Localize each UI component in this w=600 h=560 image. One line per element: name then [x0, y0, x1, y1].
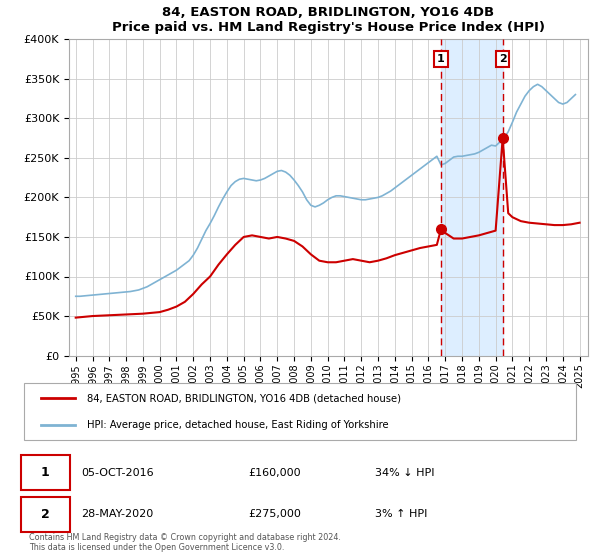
FancyBboxPatch shape: [23, 383, 577, 440]
Title: 84, EASTON ROAD, BRIDLINGTON, YO16 4DB
Price paid vs. HM Land Registry's House P: 84, EASTON ROAD, BRIDLINGTON, YO16 4DB P…: [112, 6, 545, 34]
Text: 3% ↑ HPI: 3% ↑ HPI: [375, 510, 427, 520]
Text: £160,000: £160,000: [248, 468, 301, 478]
Text: 2: 2: [499, 54, 506, 64]
Text: 34% ↓ HPI: 34% ↓ HPI: [375, 468, 434, 478]
Text: 28-MAY-2020: 28-MAY-2020: [81, 510, 154, 520]
FancyBboxPatch shape: [20, 455, 70, 489]
Text: 1: 1: [437, 54, 445, 64]
Text: 1: 1: [41, 466, 50, 479]
Text: Contains HM Land Registry data © Crown copyright and database right 2024.
This d: Contains HM Land Registry data © Crown c…: [29, 533, 341, 553]
FancyBboxPatch shape: [20, 497, 70, 531]
Text: 05-OCT-2016: 05-OCT-2016: [81, 468, 154, 478]
Text: HPI: Average price, detached house, East Riding of Yorkshire: HPI: Average price, detached house, East…: [87, 420, 389, 430]
Bar: [441, 39, 503, 356]
Text: 2: 2: [41, 508, 50, 521]
Text: £275,000: £275,000: [248, 510, 301, 520]
Text: 84, EASTON ROAD, BRIDLINGTON, YO16 4DB (detached house): 84, EASTON ROAD, BRIDLINGTON, YO16 4DB (…: [87, 393, 401, 403]
